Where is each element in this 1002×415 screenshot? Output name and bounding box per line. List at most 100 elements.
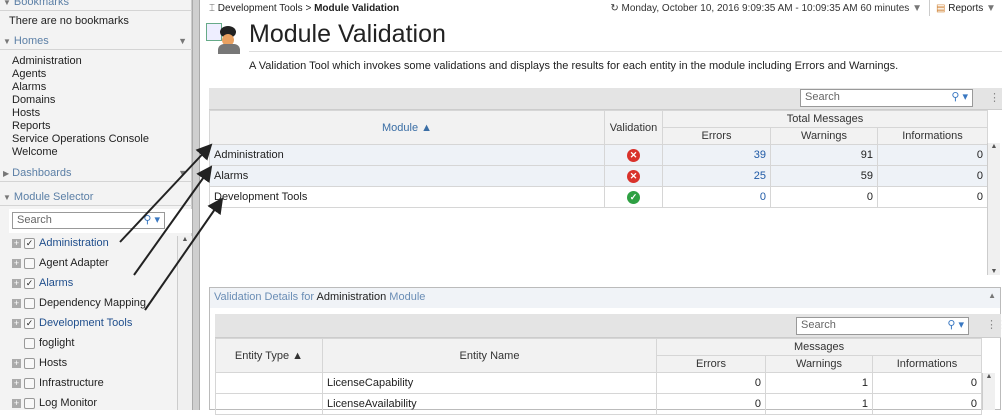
main-table-scrollbar[interactable]: ▲ ▼ [987, 143, 1000, 275]
error-icon: ✕ [627, 148, 640, 162]
col-header-module[interactable]: Module ▲ [209, 110, 605, 145]
warnings-count: 59 [770, 165, 878, 187]
col-header-entity-name[interactable]: Entity Name [322, 338, 657, 373]
details-table: Entity Type ▲ Entity Name Messages Errors W… [215, 338, 983, 415]
home-link-service-operations-console[interactable]: Service Operations Console [12, 133, 149, 145]
module-tree-item[interactable]: + ✓ Administration [12, 233, 109, 253]
module-selector-header[interactable]: ▼ Module Selector [0, 189, 192, 206]
entity-name[interactable]: LicenseAvailability [322, 393, 657, 415]
table-row[interactable]: LicenseCapability 0 1 0 [215, 372, 983, 394]
column-options-icon[interactable]: ⋮⋮ [989, 92, 1002, 104]
table-row[interactable]: Alarms ✕ 25 59 0 [209, 165, 989, 187]
table-row[interactable]: Development Tools ✓ 0 0 0 [209, 186, 989, 208]
col-header-errors[interactable]: Errors [662, 127, 771, 145]
entity-name[interactable]: LicenseCapability [322, 372, 657, 394]
scroll-up-icon[interactable]: ▲ [181, 236, 189, 243]
module-search-input[interactable]: Search ⚲ ▾ [12, 212, 165, 229]
search-icon[interactable]: ⚲ ▾ [951, 91, 968, 103]
details-search-input[interactable]: Search ⚲ ▾ [796, 317, 969, 335]
sidebar-splitter[interactable] [192, 0, 200, 410]
warnings-count: 91 [770, 144, 878, 166]
module-tree: + ✓ Administration + Agent Adapter + ✓ Alarms + D… [0, 233, 178, 410]
module-tree-item[interactable]: + Agent Adapter [12, 253, 109, 273]
module-tree-scrollbar[interactable]: ▲ [177, 236, 192, 410]
search-icon[interactable]: ⚲ ▾ [143, 214, 160, 226]
module-checkbox[interactable] [24, 377, 35, 389]
errors-count[interactable]: 25 [662, 165, 771, 187]
bookmarks-header[interactable]: ▼ Bookmarks [0, 0, 192, 11]
module-tree-item[interactable]: + Log Monitor [12, 393, 97, 413]
breadcrumb-parent[interactable]: Development Tools [217, 3, 303, 14]
module-name[interactable]: Development Tools [209, 186, 605, 208]
time-range-selector[interactable]: ↻ Monday, October 10, 2016 9:09:35 AM - … [610, 3, 922, 14]
module-name[interactable]: Administration [209, 144, 605, 166]
column-options-icon[interactable]: ⋮⋮ [986, 319, 1002, 331]
col-header-errors[interactable]: Errors [656, 355, 766, 373]
module-checkbox[interactable] [24, 357, 35, 369]
homes-header[interactable]: ▼ Homes ▼ [0, 33, 192, 50]
home-link-alarms[interactable]: Alarms [12, 81, 47, 93]
scroll-up-icon[interactable]: ▲ [990, 143, 998, 150]
module-tree-item[interactable]: + Dependency Mapping [12, 293, 146, 313]
module-tree-item[interactable]: + ✓ Alarms [12, 273, 73, 293]
home-link-hosts[interactable]: Hosts [12, 107, 41, 119]
home-icon[interactable]: ⌶ [209, 3, 215, 14]
error-icon: ✕ [627, 169, 640, 183]
module-tree-item[interactable]: + Infrastructure [12, 373, 104, 393]
expand-icon[interactable]: + [12, 297, 21, 308]
module-checkbox[interactable]: ✓ [24, 317, 35, 329]
expand-icon[interactable]: + [12, 397, 21, 408]
filter-icon[interactable]: ▼ [178, 168, 187, 178]
module-tree-item[interactable]: + Hosts [12, 353, 67, 373]
table-row[interactable]: LicenseAvailability 0 1 0 [215, 393, 983, 415]
module-label: Hosts [39, 357, 68, 369]
module-checkbox[interactable] [24, 257, 35, 269]
col-header-warnings[interactable]: Warnings [765, 355, 873, 373]
breadcrumb-current: Module Validation [314, 3, 400, 14]
details-title: Validation Details for Administration Mo… [210, 288, 1000, 308]
reports-icon: ▤ [936, 3, 946, 14]
module-checkbox[interactable] [24, 297, 35, 309]
breadcrumb-separator: > [305, 3, 312, 14]
details-scrollbar[interactable]: ▲ [982, 373, 995, 410]
home-link-reports[interactable]: Reports [12, 120, 51, 132]
module-name[interactable]: Alarms [209, 165, 605, 187]
col-header-informations[interactable]: Informations [876, 127, 989, 145]
errors-count[interactable]: 39 [662, 144, 771, 166]
table-row[interactable]: Administration ✕ 39 91 0 [209, 144, 989, 166]
main-search-input[interactable]: Search ⚲ ▾ [800, 89, 973, 107]
home-link-domains[interactable]: Domains [12, 94, 56, 106]
col-header-informations[interactable]: Informations [871, 355, 983, 373]
home-link-agents[interactable]: Agents [12, 68, 47, 80]
module-tree-item[interactable]: + ✓ Development Tools [12, 313, 132, 333]
module-checkbox[interactable] [24, 397, 35, 409]
module-checkbox[interactable]: ✓ [24, 237, 35, 249]
module-checkbox[interactable] [24, 337, 35, 349]
home-link-administration[interactable]: Administration [12, 55, 82, 67]
col-header-warnings[interactable]: Warnings [770, 127, 878, 145]
page-title: Module Validation [249, 20, 446, 48]
expand-icon[interactable]: + [12, 257, 21, 268]
collapse-icon: ▼ [3, 193, 11, 202]
warnings-count: 1 [765, 393, 873, 415]
col-header-validation[interactable]: Validation [604, 110, 663, 145]
expand-icon[interactable]: + [12, 357, 21, 368]
collapse-panel-icon[interactable]: ▲ [988, 291, 996, 300]
filter-icon[interactable]: ▼ [178, 36, 187, 46]
expand-icon[interactable]: + [12, 237, 21, 248]
home-link-welcome[interactable]: Welcome [12, 146, 58, 158]
expand-icon[interactable]: + [12, 277, 21, 288]
reports-menu[interactable]: ▤ Reports ▼ [936, 3, 996, 14]
module-tree-item[interactable]: foglight [12, 333, 74, 353]
expand-icon[interactable]: + [12, 377, 21, 388]
expand-icon[interactable]: + [12, 317, 21, 328]
validation-details-panel: Validation Details for Administration Mo… [209, 287, 1002, 415]
col-header-entity-type[interactable]: Entity Type ▲ [215, 338, 323, 373]
errors-count[interactable]: 0 [662, 186, 771, 208]
module-checkbox[interactable]: ✓ [24, 277, 35, 289]
module-label: Infrastructure [39, 377, 104, 389]
scroll-up-icon[interactable]: ▲ [985, 373, 993, 380]
search-icon[interactable]: ⚲ ▾ [947, 319, 964, 331]
scroll-down-icon[interactable]: ▼ [990, 268, 998, 275]
dashboards-header[interactable]: ▶ Dashboards ▼ [0, 165, 192, 182]
